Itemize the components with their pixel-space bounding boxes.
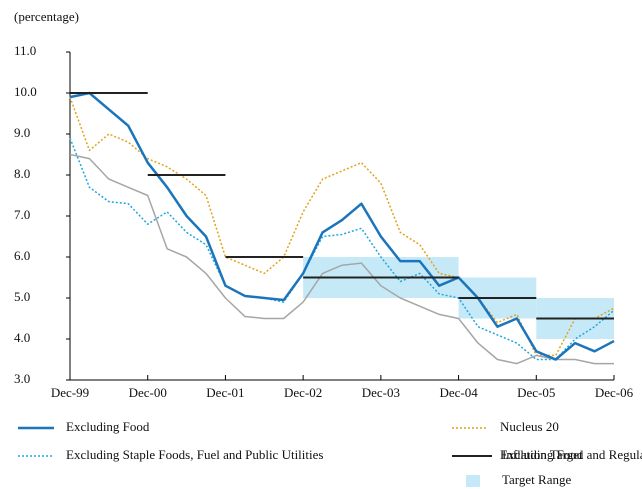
legend-label: Nucleus 20 (500, 419, 559, 434)
y-tick-label: 9.0 (14, 125, 30, 140)
x-tick-label: Dec-05 (517, 385, 555, 400)
y-tick-label: 8.0 (14, 166, 30, 181)
y-tick-label: 11.0 (14, 43, 36, 58)
legend-label: Excluding Food and Regulated Items (500, 447, 642, 462)
x-tick-label: Dec-02 (284, 385, 322, 400)
x-tick-label: Dec-00 (129, 385, 167, 400)
series-line (69, 137, 615, 361)
y-tick-label: 3.0 (14, 371, 30, 386)
x-tick-label: Dec-03 (362, 385, 400, 400)
x-tick-label: Dec-99 (51, 385, 89, 400)
series-line (69, 153, 614, 365)
legend-label: Excluding Food (66, 419, 150, 434)
y-tick-label: 4.0 (14, 330, 30, 345)
legend-swatch (466, 475, 480, 487)
legend-label: Inflation Target (502, 447, 583, 462)
series-line (69, 91, 615, 361)
legend-label: Excluding Staple Foods, Fuel and Public … (66, 447, 323, 462)
x-tick-label: Dec-06 (595, 385, 634, 400)
x-tick-label: Dec-01 (206, 385, 244, 400)
legend-label: Target Range (502, 472, 571, 487)
y-axis-label: (percentage) (14, 9, 79, 24)
x-tick-label: Dec-04 (439, 385, 478, 400)
y-tick-label: 6.0 (14, 248, 30, 263)
y-tick-label: 5.0 (14, 289, 30, 304)
y-tick-label: 7.0 (14, 207, 30, 222)
y-tick-label: 10.0 (14, 84, 37, 99)
